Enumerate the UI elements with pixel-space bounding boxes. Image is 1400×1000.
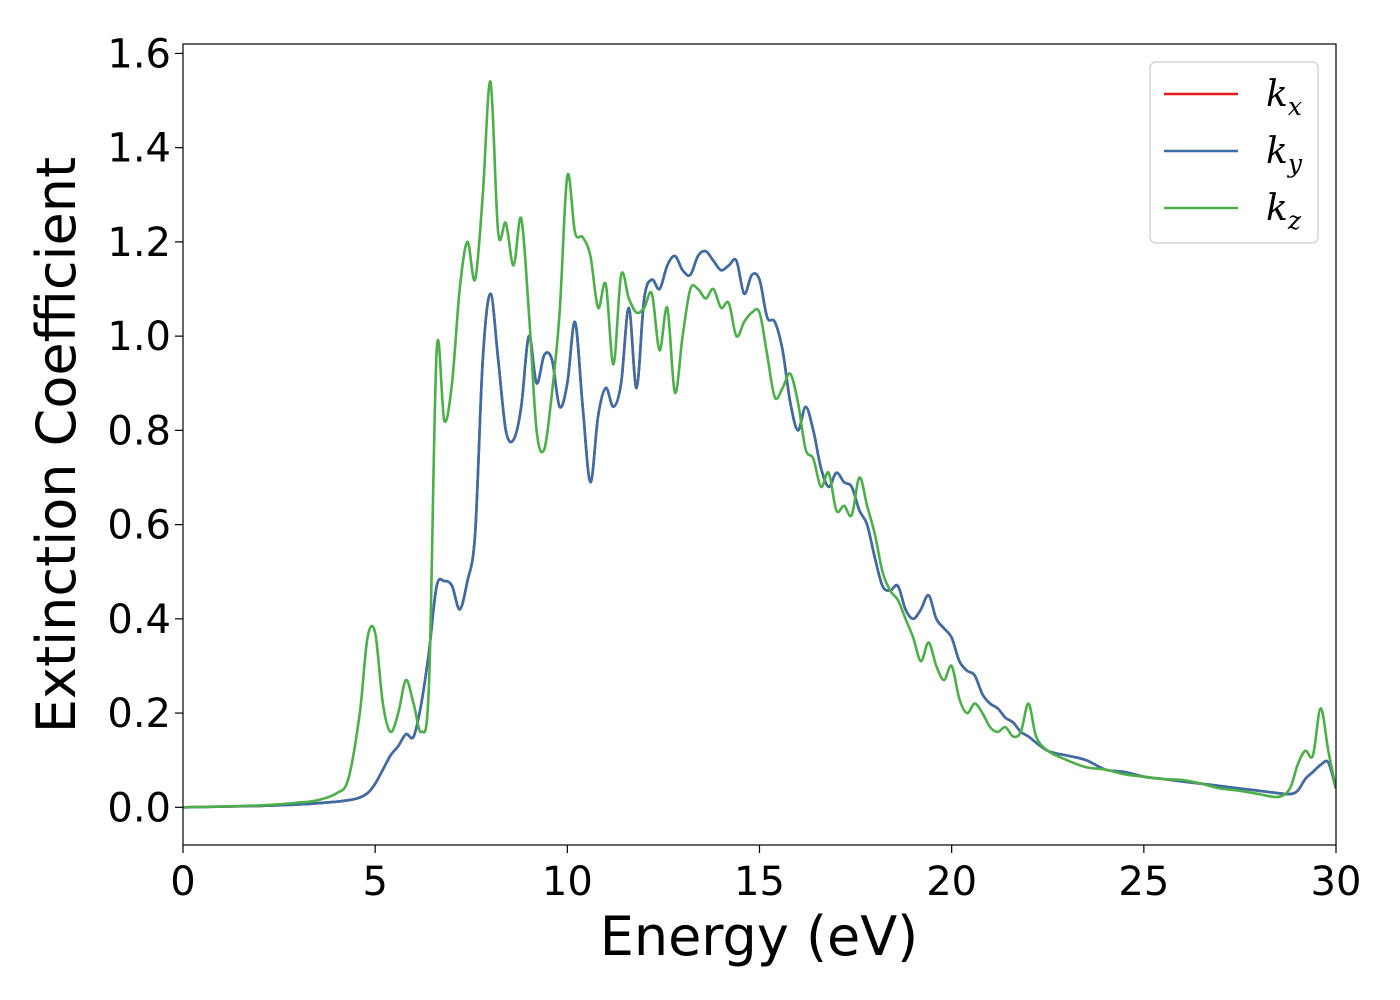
x-tick-label: 5 — [362, 859, 387, 905]
y-tick-label: 1.6 — [107, 31, 171, 77]
x-tick-label: 30 — [1311, 859, 1362, 905]
y-tick-label: 1.0 — [107, 314, 171, 360]
x-tick-label: 20 — [926, 859, 977, 905]
y-tick-label: 0.2 — [107, 691, 171, 737]
x-axis-title: Energy (eV) — [600, 905, 919, 968]
y-tick-label: 0.4 — [107, 597, 171, 643]
y-axis: 0.0 0.2 0.4 0.6 0.8 1.0 1.2 1.4 1.6 — [107, 31, 183, 831]
legend-label-ky: ky — [1266, 131, 1303, 178]
series-line-kz — [183, 80, 1336, 809]
x-tick-label: 15 — [734, 859, 785, 905]
legend-label-kx: kx — [1266, 74, 1302, 121]
legend-label-kz: kz — [1266, 188, 1302, 235]
y-tick-label: 1.2 — [107, 220, 171, 266]
y-tick-label: 1.4 — [107, 126, 171, 172]
y-tick-label: 0.8 — [107, 408, 171, 454]
x-tick-label: 10 — [542, 859, 593, 905]
legend-frame — [1149, 61, 1319, 244]
x-axis: 0 5 10 15 20 25 30 — [170, 845, 1361, 905]
y-tick-label: 0.6 — [107, 503, 171, 549]
y-tick-label: 0.0 — [107, 785, 171, 831]
series-layer — [183, 80, 1336, 809]
legend: kx ky kz — [1149, 61, 1319, 244]
x-tick-label: 25 — [1118, 859, 1169, 905]
y-axis-title: Extinction Coefficient — [25, 157, 88, 733]
x-tick-label: 0 — [170, 859, 195, 905]
